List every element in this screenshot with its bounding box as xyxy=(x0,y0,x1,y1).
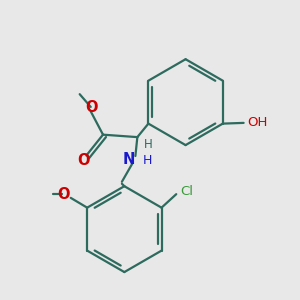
Text: O: O xyxy=(85,100,98,115)
Text: H: H xyxy=(142,154,152,167)
Text: N: N xyxy=(123,152,135,167)
Text: Cl: Cl xyxy=(180,185,193,198)
Text: O: O xyxy=(58,187,70,202)
Text: OH: OH xyxy=(247,116,268,129)
Text: O: O xyxy=(78,153,90,168)
Text: H: H xyxy=(143,138,152,151)
